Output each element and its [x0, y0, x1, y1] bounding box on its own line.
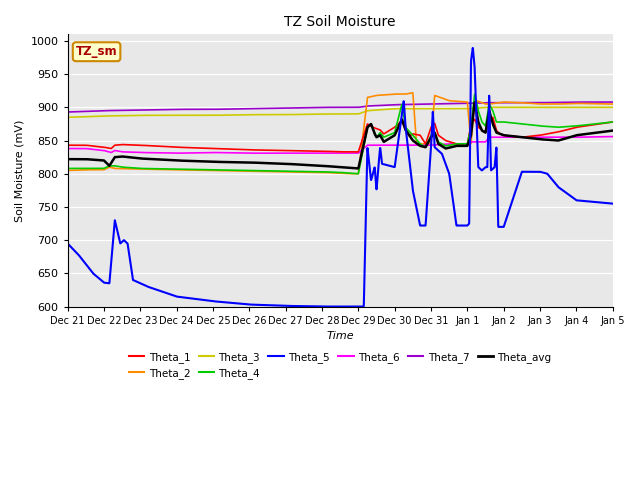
Theta_2: [598, 101, 606, 107]
Theta_3: [482, 105, 490, 110]
Theta_5: [126, 255, 134, 261]
Theta_3: [540, 105, 547, 110]
Theta_5: [469, 45, 477, 51]
Theta_7: [273, 105, 280, 111]
Theta_7: [126, 108, 134, 113]
Theta_1: [273, 147, 280, 153]
Theta_avg: [355, 166, 362, 171]
Theta_7: [296, 105, 304, 110]
Theta_avg: [598, 129, 606, 135]
Theta_1: [337, 149, 344, 155]
Theta_3: [296, 111, 304, 117]
Theta_1: [540, 132, 547, 137]
Line: Theta_4: Theta_4: [68, 95, 612, 174]
Theta_1: [598, 120, 606, 126]
Theta_5: [540, 170, 547, 176]
Theta_4: [609, 119, 616, 125]
Theta_6: [158, 150, 166, 156]
Theta_5: [273, 303, 280, 309]
Theta_5: [158, 289, 166, 295]
Theta_avg: [471, 99, 479, 105]
Theta_4: [355, 171, 362, 177]
Theta_7: [158, 107, 166, 112]
Theta_7: [540, 100, 547, 106]
Theta_4: [126, 165, 134, 170]
Theta_5: [609, 201, 616, 206]
Title: TZ Soil Moisture: TZ Soil Moisture: [284, 15, 396, 29]
Line: Theta_3: Theta_3: [68, 108, 612, 117]
Theta_2: [273, 168, 280, 174]
Theta_3: [273, 112, 280, 118]
Theta_3: [158, 112, 166, 118]
Theta_5: [318, 304, 326, 310]
Theta_2: [609, 101, 616, 107]
Line: Theta_6: Theta_6: [68, 137, 612, 153]
Theta_avg: [540, 137, 547, 143]
Theta_avg: [296, 162, 304, 168]
Line: Theta_5: Theta_5: [68, 48, 612, 307]
Theta_7: [598, 99, 606, 105]
Theta_2: [126, 166, 134, 172]
Theta_4: [296, 168, 304, 174]
Theta_7: [573, 99, 580, 105]
Theta_3: [126, 113, 134, 119]
Legend: Theta_1, Theta_2, Theta_3, Theta_4, Theta_5, Theta_6, Theta_7, Theta_avg: Theta_1, Theta_2, Theta_3, Theta_4, Thet…: [125, 348, 556, 383]
Theta_1: [609, 119, 616, 125]
Theta_6: [598, 134, 606, 140]
Theta_1: [126, 142, 134, 148]
Theta_avg: [64, 156, 72, 162]
Theta_avg: [158, 157, 166, 163]
Theta_2: [158, 167, 166, 172]
Theta_7: [609, 99, 616, 105]
Text: TZ_sm: TZ_sm: [76, 45, 117, 58]
Theta_6: [273, 150, 281, 156]
Theta_5: [598, 200, 606, 205]
Theta_3: [64, 114, 72, 120]
Theta_4: [273, 168, 280, 174]
Line: Theta_avg: Theta_avg: [68, 102, 612, 168]
Theta_2: [409, 90, 417, 96]
Theta_5: [296, 303, 304, 309]
X-axis label: Time: Time: [326, 331, 354, 341]
Theta_4: [471, 92, 479, 97]
Theta_6: [64, 145, 72, 151]
Y-axis label: Soil Moisture (mV): Soil Moisture (mV): [15, 119, 25, 222]
Theta_6: [246, 150, 253, 156]
Theta_avg: [126, 155, 134, 160]
Theta_2: [64, 168, 72, 173]
Theta_2: [348, 171, 355, 177]
Theta_7: [64, 109, 72, 115]
Theta_4: [64, 166, 72, 171]
Theta_4: [598, 120, 606, 126]
Line: Theta_2: Theta_2: [68, 93, 612, 174]
Theta_1: [158, 144, 166, 149]
Theta_avg: [273, 161, 280, 167]
Theta_1: [489, 115, 497, 120]
Theta_6: [296, 150, 304, 156]
Theta_1: [296, 148, 304, 154]
Theta_5: [64, 240, 72, 246]
Theta_6: [609, 134, 616, 140]
Theta_2: [296, 169, 304, 175]
Theta_6: [126, 149, 134, 155]
Theta_4: [158, 166, 166, 172]
Theta_avg: [609, 128, 616, 133]
Theta_4: [540, 123, 547, 129]
Line: Theta_1: Theta_1: [68, 118, 612, 152]
Theta_6: [540, 134, 547, 140]
Theta_2: [540, 101, 547, 107]
Theta_3: [598, 105, 606, 110]
Theta_3: [609, 105, 616, 110]
Line: Theta_7: Theta_7: [68, 102, 612, 112]
Theta_1: [64, 143, 72, 148]
